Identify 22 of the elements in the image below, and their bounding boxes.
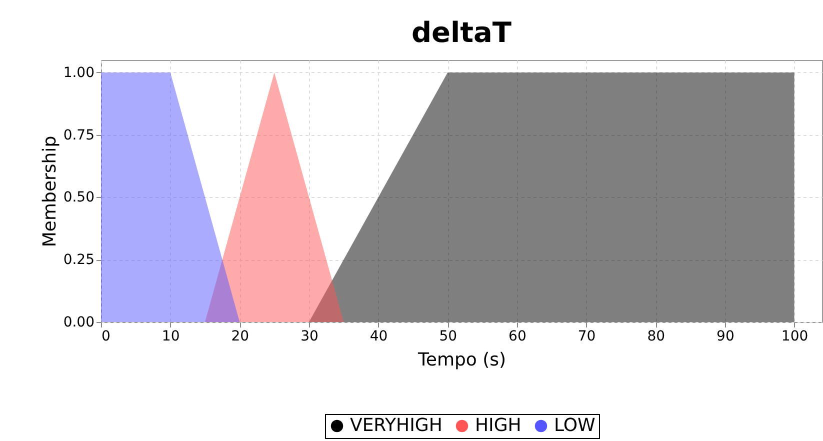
- x-tick-label: 60: [508, 328, 526, 344]
- x-tick-label: 100: [781, 328, 808, 344]
- y-axis-title: Membership: [39, 136, 60, 248]
- x-tick-label: 30: [300, 328, 318, 344]
- chart-title: deltaT: [411, 16, 512, 49]
- y-tick-label: 0.00: [63, 314, 94, 330]
- x-tick-label: 10: [162, 328, 180, 344]
- x-tick-label: 90: [716, 328, 734, 344]
- x-axis-title: Tempo (s): [416, 350, 506, 370]
- x-tick-label: 50: [439, 328, 458, 344]
- y-tick-label: 0.25: [63, 252, 94, 268]
- x-tick-label: 40: [370, 328, 388, 344]
- legend-label: HIGH: [475, 415, 522, 436]
- x-tick-label: 70: [578, 328, 596, 344]
- x-tick-label: 0: [102, 328, 110, 344]
- legend-label: LOW: [554, 415, 596, 436]
- y-tick-label: 1.00: [63, 64, 94, 81]
- x-tick-label: 20: [231, 328, 250, 344]
- y-tick-label: 0.50: [63, 190, 94, 206]
- legend-label: VERYHIGH: [350, 415, 442, 436]
- y-tick-label: 0.75: [63, 127, 94, 144]
- x-tick-label: 80: [647, 328, 666, 344]
